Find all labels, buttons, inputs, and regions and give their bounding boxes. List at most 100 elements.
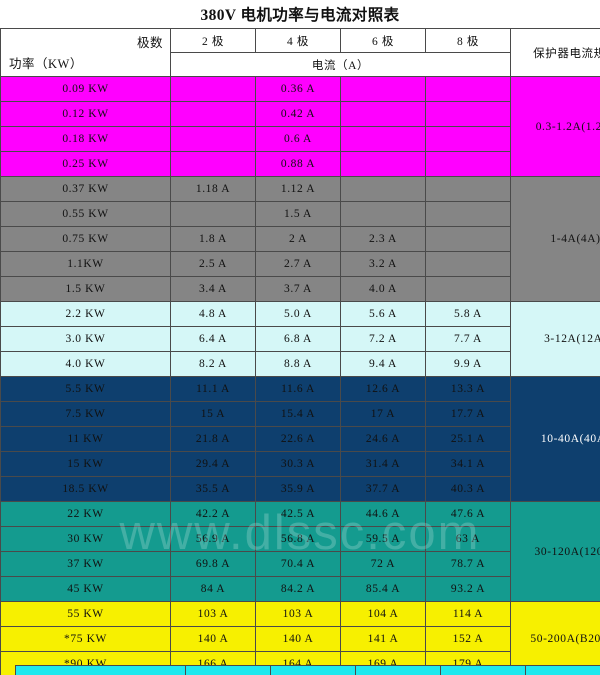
cell-current-6pole [340,76,426,102]
table-row: 7.5 KW 15 A 15.4 A 17 A 17.7 A [0,401,600,427]
cell-current-2pole: 84 A [170,576,256,602]
table-row: 2.2 KW4.8 A5.0 A5.6 A5.8 A3-12A(12A) [0,301,600,377]
cell-power: 7.5 KW [0,401,171,427]
table-row: 0.09 KW 0.36 A 0.3-1.2A(1.2A) [0,76,600,177]
cell-current-6pole: 141 A [340,626,426,652]
cell-power: 4.0 KW [0,351,171,377]
header-pole-2: 2 极 [170,28,256,53]
cell-current-4pole: 35.9 A [255,476,341,502]
cell-current-2pole: 1.8 A [170,226,256,252]
cell-current-2pole: 3.4 A [170,276,256,302]
bottom-strip-cell [525,665,600,675]
bottom-partial-row-strip [15,665,600,675]
cell-current-4pole: 1.5 A [255,201,341,227]
cell-power: 0.09 KW [0,76,171,102]
cell-current-6pole [340,151,426,177]
cell-power: 0.25 KW [0,151,171,177]
cell-power: 0.37 KW [0,176,171,202]
table-row: 0.25 KW 0.88 A [0,151,600,177]
cell-current-2pole: 56.9 A [170,526,256,552]
cell-current-4pole: 84.2 A [255,576,341,602]
cell-current-6pole: 59.5 A [340,526,426,552]
cell-current-2pole: 6.4 A [170,326,256,352]
bottom-strip-cell [15,665,186,675]
cell-current-6pole [340,126,426,152]
bottom-strip-cell [270,665,356,675]
cell-power: 22 KW [0,501,171,527]
cell-power: 37 KW [0,551,171,577]
cell-current-8pole: 93.2 A [425,576,511,602]
table-body: 0.09 KW 0.36 A 0.3-1.2A(1.2A) 0.12 KW 0.42 A… [0,76,600,675]
table-row: 45 KW 84 A 84.2 A 85.4 A 93.2 A [0,576,600,602]
cell-current-6pole: 31.4 A [340,451,426,477]
header-pole-4: 4 极 [255,28,341,53]
cell-current-2pole: 140 A [170,626,256,652]
cell-current-6pole: 24.6 A [340,426,426,452]
cell-current-4pole: 0.36 A [255,76,341,102]
header-pole-6: 6 极 [340,28,426,53]
table-row: 0.18 KW 0.6 A [0,126,600,152]
cell-current-8pole: 13.3 A [425,376,511,402]
header-protector-spec: 保护器电流规格 [510,28,600,77]
table-row: 15 KW 29.4 A 30.3 A 31.4 A 34.1 A [0,451,600,477]
cell-current-2pole: 21.8 A [170,426,256,452]
cell-current-4pole: 56.8 A [255,526,341,552]
cell-current-8pole: 34.1 A [425,451,511,477]
cell-power: 3.0 KW [0,326,171,352]
cell-current-2pole: 35.5 A [170,476,256,502]
cell-power: *75 KW [0,626,171,652]
header-current-label: 电流（A） [170,52,511,77]
cell-current-4pole: 5.0 A [255,301,341,327]
cell-current-4pole: 140 A [255,626,341,652]
cell-power: 30 KW [0,526,171,552]
cell-power: 0.18 KW [0,126,171,152]
table-row: 0.12 KW 0.42 A [0,101,600,127]
cell-current-2pole: 11.1 A [170,376,256,402]
cell-current-2pole [170,76,256,102]
cell-current-8pole [425,201,511,227]
cell-current-2pole: 15 A [170,401,256,427]
cell-current-4pole: 8.8 A [255,351,341,377]
cell-current-2pole [170,126,256,152]
cell-current-6pole: 37.7 A [340,476,426,502]
cell-current-6pole: 72 A [340,551,426,577]
cell-protector-spec: 50-200A(B200A) [510,601,600,675]
cell-current-4pole: 103 A [255,601,341,627]
header-pole-8: 8 极 [425,28,511,53]
cell-current-2pole: 4.8 A [170,301,256,327]
header-row-secondary: 电流（A） [1,52,600,77]
cell-current-4pole: 2.7 A [255,251,341,277]
table-row: 37 KW 69.8 A 70.4 A 72 A 78.7 A [0,551,600,577]
cell-power: 1.1KW [0,251,171,277]
cell-power: 11 KW [0,426,171,452]
bottom-strip-table [15,665,600,675]
cell-current-8pole: 25.1 A [425,426,511,452]
cell-current-4pole: 0.6 A [255,126,341,152]
cell-current-6pole: 17 A [340,401,426,427]
cell-current-2pole: 2.5 A [170,251,256,277]
cell-current-8pole: 78.7 A [425,551,511,577]
cell-current-4pole: 30.3 A [255,451,341,477]
cell-current-8pole [425,151,511,177]
cell-current-8pole: 47.6 A [425,501,511,527]
cell-protector-spec: 0.3-1.2A(1.2A) [510,76,600,177]
table-header: 极数 功率（KW） 2 极 4 极 6 极 8 极 保护器电流规格 电流（A） [0,28,600,77]
table-row: 1.1KW 2.5 A 2.7 A 3.2 A [0,251,600,277]
cell-current-6pole: 104 A [340,601,426,627]
cell-current-6pole: 12.6 A [340,376,426,402]
cell-current-4pole: 0.42 A [255,101,341,127]
cell-current-8pole: 5.8 A [425,301,511,327]
header-label-poles: 极数 [136,36,163,50]
cell-power: 5.5 KW [0,376,171,402]
cell-power: 55 KW [0,601,171,627]
cell-protector-spec: 10-40A(40A) [510,376,600,502]
cell-power: 0.12 KW [0,101,171,127]
bottom-strip-row [15,665,600,675]
bottom-strip-cell [355,665,441,675]
cell-current-2pole: 69.8 A [170,551,256,577]
cell-current-4pole: 42.5 A [255,501,341,527]
table-row: 0.55 KW 1.5 A [0,201,600,227]
cell-current-6pole: 5.6 A [340,301,426,327]
